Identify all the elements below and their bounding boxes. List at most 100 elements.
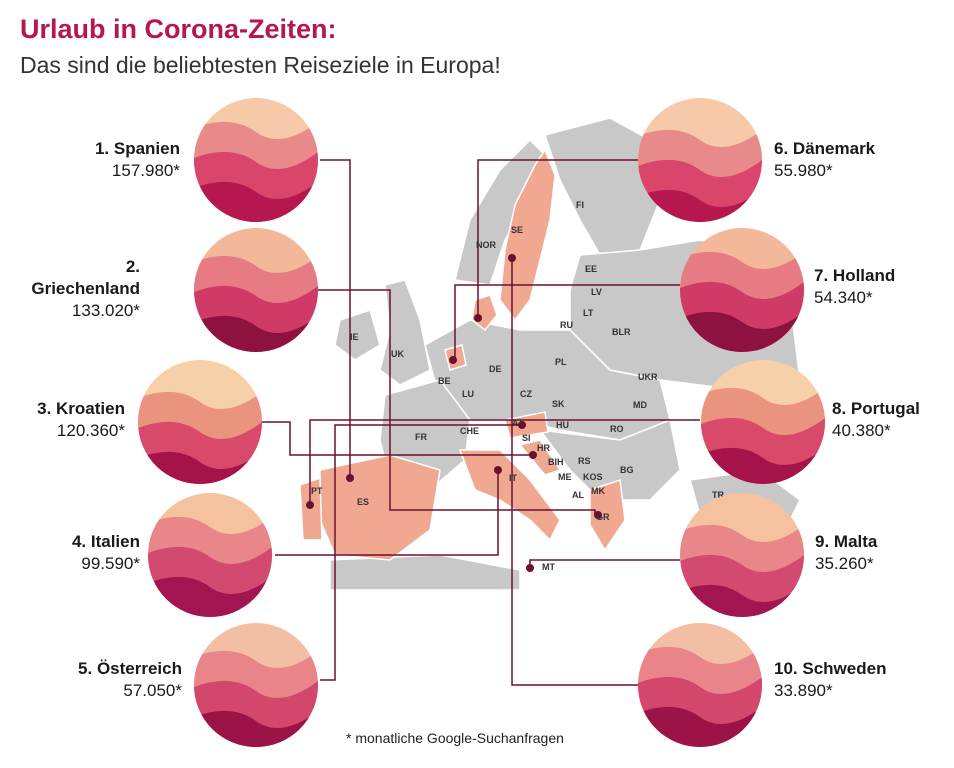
connector-griechenland	[275, 289, 596, 515]
label-name: Portugal	[850, 399, 920, 418]
dot-oesterreich	[518, 421, 526, 429]
highlight-spain	[319, 454, 441, 561]
country-code-fi: FI	[576, 200, 584, 210]
label-name: Griechenland	[31, 279, 140, 298]
footnote: * monatliche Google-Suchanfragen	[346, 730, 564, 746]
country-code-es: ES	[357, 497, 369, 507]
country-code-al: AL	[572, 490, 584, 500]
connector-portugal	[309, 419, 700, 505]
country-code-lu: LU	[462, 389, 474, 399]
country-code-ru: RU	[560, 320, 573, 330]
country-code-bg: BG	[620, 465, 634, 475]
label-value: 120.360*	[56, 421, 125, 440]
country-code-kos: KOS	[583, 472, 603, 482]
dot-schweden	[508, 254, 516, 262]
label-holland: 7. Holland 54.340*	[814, 265, 944, 309]
country-code-be: BE	[438, 376, 451, 386]
dot-holland	[449, 356, 457, 364]
label-value: 40.380*	[832, 421, 891, 440]
label-name: 5.	[78, 659, 93, 678]
connector-italien	[275, 470, 499, 556]
landscape-illustration-5	[194, 623, 318, 747]
country-code-ie: IE	[350, 332, 359, 342]
connector-spanien	[320, 159, 351, 478]
label-griechenland: 2. Griechenland 133.020*	[0, 256, 140, 322]
dot-portugal	[306, 501, 314, 509]
country-code-mk: MK	[591, 486, 605, 496]
country-code-it: IT	[509, 473, 518, 483]
label-schweden: 10. Schweden 33.890*	[774, 658, 944, 702]
country-code-cz: CZ	[520, 389, 532, 399]
country-code-labels: FI NOR SE EE LV LT RU BLR IE UK DE PL UKR BE LU CZ SK MD F…	[311, 200, 724, 572]
landscape-illustration-9	[680, 493, 804, 617]
label-name: Italien	[90, 532, 140, 551]
country-code-sk: SK	[552, 399, 565, 409]
country-code-lt: LT	[583, 308, 594, 318]
dot-spanien	[346, 474, 354, 482]
country-code-ukr: UKR	[638, 372, 658, 382]
label-name: Schweden	[802, 659, 887, 678]
country-code-md: MD	[633, 400, 647, 410]
label-value: 133.020*	[71, 301, 140, 320]
illustration-layer	[638, 706, 762, 747]
label-name: Holland	[832, 266, 896, 285]
country-code-me: ME	[558, 472, 572, 482]
landscape-illustration-6	[638, 98, 762, 222]
label-value: 57.050*	[123, 681, 182, 700]
land-ireland	[334, 309, 381, 361]
label-value: 35.260*	[815, 554, 874, 573]
country-code-mt: MT	[542, 562, 555, 572]
country-code-tr: TR	[712, 490, 724, 500]
page-title: Urlaub in Corona-Zeiten:	[20, 14, 337, 44]
dot-kroatien	[529, 451, 537, 459]
land-balkans	[538, 418, 681, 501]
label-name: Malta	[833, 532, 878, 551]
country-code-se: SE	[511, 225, 523, 235]
country-code-de: DE	[489, 364, 502, 374]
illustration-layer	[194, 710, 318, 747]
country-code-uk: UK	[391, 349, 404, 359]
landscape-illustration-1	[194, 98, 318, 222]
country-code-ro: RO	[610, 424, 624, 434]
country-code-pl: PL	[555, 357, 567, 367]
label-name: 8.	[832, 399, 847, 418]
connector-holland	[454, 284, 680, 358]
country-code-hu: HU	[556, 420, 569, 430]
label-name: 7.	[814, 266, 829, 285]
landscape-illustration-2	[194, 228, 318, 352]
illustration-layer	[680, 311, 804, 352]
label-name: Österreich	[96, 659, 182, 678]
country-code-pt: PT	[311, 486, 323, 496]
label-value: 55.980*	[774, 161, 833, 180]
country-code-fr: FR	[415, 432, 427, 442]
label-value: 99.590*	[81, 554, 140, 573]
map-highlights	[299, 148, 626, 561]
connector-schweden	[511, 258, 640, 686]
country-code-hr: HR	[537, 443, 550, 453]
connector-daenemark	[477, 159, 640, 318]
label-name: 4.	[71, 532, 87, 551]
connector-lines	[260, 159, 700, 686]
landscape-illustration-4	[148, 493, 272, 617]
connector-oesterreich	[320, 424, 520, 681]
label-name: Spanien	[113, 139, 180, 158]
label-oesterreich: 5. Österreich 57.050*	[20, 658, 182, 702]
country-code-ee: EE	[585, 264, 597, 274]
dot-italien	[494, 466, 502, 474]
illustration-layer	[701, 447, 825, 484]
country-code-si: SI	[522, 433, 531, 443]
label-name: Dänemark	[792, 139, 876, 158]
label-malta: 9. Malta 35.260*	[815, 531, 945, 575]
label-name: 2.	[125, 257, 140, 276]
illustration-layer	[148, 576, 272, 617]
country-code-lv: LV	[591, 287, 602, 297]
label-value: 157.980*	[111, 161, 180, 180]
highlight-sweden	[499, 148, 556, 322]
label-name: 10.	[774, 659, 798, 678]
illustration-layer	[194, 181, 318, 222]
destination-circles	[138, 98, 825, 747]
dot-daenemark	[474, 314, 482, 322]
land-uk	[379, 279, 431, 386]
label-name: 6.	[774, 139, 789, 158]
